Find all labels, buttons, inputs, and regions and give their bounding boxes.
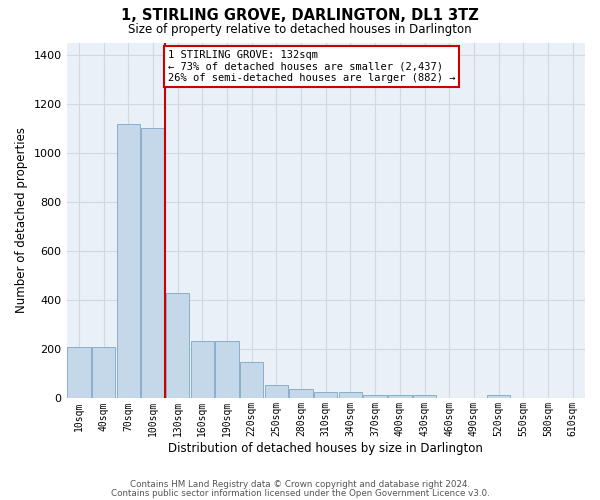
Bar (67, 347, 91, 399)
Bar (141, 128, 164, 398)
Text: Contains public sector information licensed under the Open Government Licence v3: Contains public sector information licen… (110, 488, 490, 498)
Text: Contains HM Land Registry data © Crown copyright and database right 2024.: Contains HM Land Registry data © Crown c… (130, 480, 470, 489)
Bar (413, 395, 436, 398)
Y-axis label: Number of detached properties: Number of detached properties (15, 128, 28, 314)
Bar (339, 392, 362, 398)
X-axis label: Distribution of detached houses by size in Darlington: Distribution of detached houses by size … (169, 442, 483, 455)
Bar (289, 388, 313, 398)
Text: Size of property relative to detached houses in Darlington: Size of property relative to detached ho… (128, 22, 472, 36)
Bar (166, 293, 190, 399)
Bar (265, 385, 288, 398)
Bar (92, 347, 115, 399)
Bar (240, 362, 263, 399)
Bar (215, 340, 239, 398)
Bar (487, 396, 511, 398)
Bar (116, 124, 140, 398)
Bar (191, 340, 214, 398)
Bar (364, 395, 387, 398)
Text: 1, STIRLING GROVE, DARLINGTON, DL1 3TZ: 1, STIRLING GROVE, DARLINGTON, DL1 3TZ (121, 8, 479, 22)
Bar (314, 392, 337, 398)
Text: 1 STIRLING GROVE: 132sqm
← 73% of detached houses are smaller (2,437)
26% of sem: 1 STIRLING GROVE: 132sqm ← 73% of detach… (168, 50, 455, 83)
Bar (388, 395, 412, 398)
